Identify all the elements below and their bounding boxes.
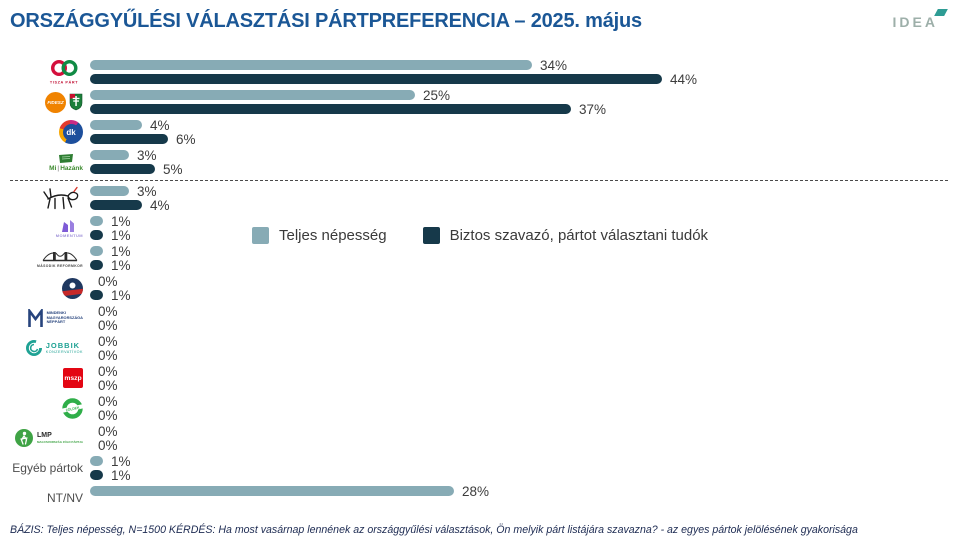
bar-total	[90, 90, 415, 100]
nep-partjan-logo-icon	[10, 277, 90, 299]
bar-total	[90, 216, 103, 226]
bar-value-label: 0%	[98, 273, 118, 289]
dk-logo-icon: dk	[10, 120, 90, 144]
bar-value-label: 6%	[176, 131, 196, 147]
bar-total	[90, 456, 103, 466]
legend-swatch-certain	[422, 227, 440, 244]
dashed-divider	[10, 180, 948, 181]
bar-total	[90, 60, 532, 70]
tisza-logo-icon: TISZA PÁRT	[10, 59, 90, 86]
svg-text:ZÖLDEK: ZÖLDEK	[65, 404, 80, 412]
legend: Teljes népesség Biztos szavazó, pártot v…	[252, 227, 708, 244]
bar-value-label: 28%	[462, 483, 490, 499]
legend-swatch-total	[252, 227, 269, 244]
bar-value-label: 0%	[98, 363, 118, 379]
bar-value-label: 37%	[579, 101, 607, 117]
bar-certain	[90, 470, 103, 480]
bar-value-label: 1%	[111, 467, 131, 483]
bar-value-label: 1%	[111, 213, 131, 229]
party-preference-chart: TISZA PÁRT 34% 44% FIDESZ 25% 37%	[10, 57, 954, 513]
bar-value-label: 0%	[98, 407, 118, 423]
bar-value-label: 34%	[540, 57, 568, 73]
bar-value-label: 3%	[137, 147, 157, 163]
bar-value-label: 4%	[150, 197, 170, 213]
chain-bridge-logo-icon: MÁSODIK REFORMKOR	[10, 249, 90, 268]
zoldek-logo-icon: ZÖLDEK	[10, 397, 90, 419]
bar-value-label: 3%	[137, 183, 157, 199]
party-row-fidesz-kdnp: FIDESZ 25% 37%	[10, 87, 954, 117]
bar-value-label: 44%	[670, 71, 698, 87]
bar-value-label: 1%	[111, 243, 131, 259]
party-row-mmn: MINDENKI MAGYARORSZÁGA NÉPPÁRT 0% 0%	[10, 303, 954, 333]
bar-value-label: 1%	[111, 287, 131, 303]
bar-certain	[90, 134, 168, 144]
lmp-logo-icon: LMP MAGYARORSZÁG ZÖLD PÁRTJA	[10, 428, 90, 448]
bar-certain	[90, 260, 103, 270]
party-row-tisza: TISZA PÁRT 34% 44%	[10, 57, 954, 87]
bar-value-label: 0%	[98, 437, 118, 453]
idea-square-icon	[934, 9, 948, 16]
mmn-logo-icon: MINDENKI MAGYARORSZÁGA NÉPPÁRT	[10, 308, 90, 328]
category-label-ntnv: NT/NV	[47, 490, 83, 505]
party-row-nep-partjan: 0% 1%	[10, 273, 954, 303]
party-row-mszp: mszp 0% 0%	[10, 363, 954, 393]
legend-item-certain: Biztos szavazó, pártot választani tudók	[422, 227, 708, 244]
mi-hazank-logo-icon: Mi|Hazánk	[10, 153, 90, 172]
party-row-masodik-reformkor: MÁSODIK REFORMKOR 1% 1%	[10, 243, 954, 273]
bar-value-label: 0%	[98, 393, 118, 409]
bar-certain	[90, 200, 142, 210]
bar-certain	[90, 230, 103, 240]
party-row-dk: dk 4% 6%	[10, 117, 954, 147]
bar-value-label: 1%	[111, 227, 131, 243]
bar-value-label: 0%	[98, 423, 118, 439]
bar-value-label: 25%	[423, 87, 451, 103]
bar-value-label: 0%	[98, 317, 118, 333]
party-row-zoldek: ZÖLDEK 0% 0%	[10, 393, 954, 423]
basis-footnote: BÁZIS: Teljes népesség, N=1500 KÉRDÉS: H…	[10, 524, 858, 536]
idea-logo-text: IDEA	[892, 14, 938, 30]
svg-text:TISZA PÁRT: TISZA PÁRT	[50, 79, 78, 84]
legend-item-total: Teljes népesség	[252, 227, 387, 244]
bar-value-label: 1%	[111, 453, 131, 469]
party-row-lmp: LMP MAGYARORSZÁG ZÖLD PÁRTJA 0% 0%	[10, 423, 954, 453]
bar-value-label: 0%	[98, 347, 118, 363]
mszp-logo-icon: mszp	[10, 368, 90, 388]
bar-certain	[90, 74, 662, 84]
idea-brand-logo: IDEA	[892, 9, 948, 32]
bar-total	[90, 246, 103, 256]
bar-total	[90, 120, 142, 130]
party-row-jobbik: JOBBIK KONZERVATÍVOK 0% 0%	[10, 333, 954, 363]
bar-total	[90, 150, 129, 160]
bar-total	[90, 486, 454, 496]
bar-certain	[90, 104, 571, 114]
bar-value-label: 0%	[98, 303, 118, 319]
two-tailed-dog-logo-icon	[10, 185, 90, 212]
party-row-ntnv: NT/NV 28%	[10, 483, 954, 513]
party-row-mkkp: 3% 4%	[10, 183, 954, 213]
bar-value-label: 5%	[163, 161, 183, 177]
party-row-momentum: MOMENTUM 1% 1%	[10, 213, 954, 243]
bar-certain	[90, 290, 103, 300]
bar-certain	[90, 164, 155, 174]
jobbik-logo-icon: JOBBIK KONZERVATÍVOK	[10, 339, 90, 357]
bar-value-label: 0%	[98, 377, 118, 393]
page-title: ORSZÁGGYŰLÉSI VÁLASZTÁSI PÁRTPREFERENCIA…	[10, 10, 642, 32]
momentum-logo-icon: MOMENTUM	[10, 219, 90, 238]
party-row-egyeb-partok: Egyéb pártok 1% 1%	[10, 453, 954, 483]
header: ORSZÁGGYŰLÉSI VÁLASZTÁSI PÁRTPREFERENCIA…	[0, 0, 960, 52]
fidesz-kdnp-logo-icon: FIDESZ	[10, 91, 90, 113]
party-row-mi-hazank: Mi|Hazánk 3% 5%	[10, 147, 954, 177]
bar-value-label: 0%	[98, 333, 118, 349]
bar-total	[90, 186, 129, 196]
bar-value-label: 4%	[150, 117, 170, 133]
category-label-egyeb-partok: Egyéb pártok	[12, 460, 83, 475]
bar-value-label: 1%	[111, 257, 131, 273]
